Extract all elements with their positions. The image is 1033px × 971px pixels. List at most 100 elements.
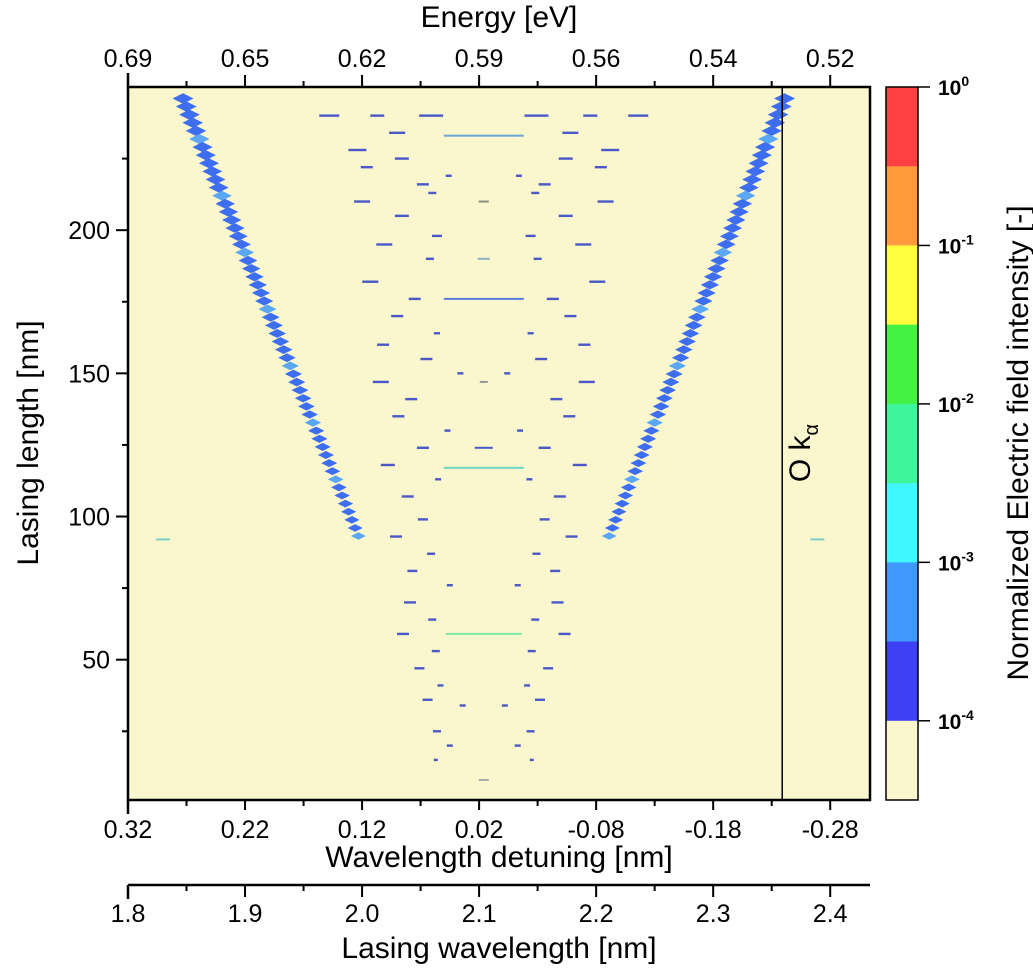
interior-peak (534, 698, 545, 701)
right-arm-peak (608, 516, 624, 524)
interior-peak (394, 157, 409, 160)
interior-peak (558, 157, 573, 160)
right-arm-peak (649, 410, 667, 419)
interior-peak (589, 280, 606, 283)
colorbar-band (886, 562, 918, 643)
left-arm-peak (225, 223, 245, 233)
left-arm-peak (341, 507, 357, 516)
colorbar-band (886, 403, 918, 484)
right-arm-peak (713, 247, 733, 258)
right-arm-peak (630, 459, 647, 468)
left-arm-peak (288, 377, 306, 387)
interior-peak (433, 332, 440, 335)
central-line (445, 632, 522, 635)
interior-peak (526, 730, 535, 733)
left-arm-peak (347, 524, 363, 532)
left-arm-peak (294, 394, 312, 403)
left-arm-peak (281, 361, 299, 371)
left-arm-peak (258, 304, 277, 314)
right-arm-peak (617, 491, 634, 500)
right-arm-peak (620, 483, 637, 492)
right-arm-peak (745, 166, 766, 177)
plot-background (128, 87, 870, 800)
energy-tick-label: 0.69 (104, 45, 153, 73)
interior-peak (444, 429, 451, 432)
y-axis-title: Lasing length [nm] (12, 320, 45, 565)
colorbar-title: Normalized Electric field intensity [-] (1002, 205, 1033, 680)
left-arm-peak (350, 532, 366, 540)
left-arm-peak (337, 499, 354, 508)
right-arm-peak (665, 369, 683, 379)
right-arm-peak (738, 182, 759, 193)
annotation-subscript: α (801, 424, 823, 436)
right-arm-peak (611, 507, 627, 516)
interior-peak (538, 446, 551, 449)
interior-peak (564, 314, 577, 318)
right-arm-peak (655, 394, 673, 403)
right-arm-peak (770, 101, 792, 112)
right-arm-peak (691, 304, 710, 314)
left-arm-peak (241, 263, 261, 274)
left-arm-peak (208, 182, 229, 193)
interior-peak (389, 131, 406, 135)
right-arm-peak (742, 174, 763, 185)
wavelength-tick-label: 1.8 (111, 900, 146, 928)
left-arm-peak (215, 198, 236, 209)
wavelength-tick-label: 2.1 (462, 900, 497, 928)
right-arm-peak (703, 272, 723, 282)
right-arm-peak (646, 418, 663, 427)
interior-peak (459, 704, 466, 707)
left-arm-peak (248, 280, 267, 290)
left-arm-peak (179, 109, 200, 120)
left-arm-peak (324, 467, 341, 476)
interior-peak (432, 730, 441, 733)
colorbar-tick-label: 100 (938, 73, 969, 100)
right-arm-peak (684, 320, 703, 330)
right-arm-peak (601, 532, 617, 540)
interior-peak (575, 243, 592, 246)
left-arm-peak (327, 475, 344, 484)
left-arm-peak (198, 158, 220, 169)
interior-peak (390, 535, 403, 538)
x-tick-label: 0.12 (338, 816, 387, 844)
interior-peak (527, 332, 534, 335)
interior-peak (562, 131, 579, 135)
interior-peak (533, 257, 542, 261)
interior-peak (515, 174, 522, 177)
left-arm-peak (222, 215, 242, 225)
wavelength-tick-label: 2.3 (696, 900, 731, 928)
interior-peak (525, 234, 536, 238)
lasing-wavelength-axis-title: Lasing wavelength [nm] (341, 932, 656, 965)
colorbar-tick-base: 10 (938, 711, 961, 734)
interior-peak (391, 314, 404, 318)
interior-peak (348, 148, 367, 152)
left-arm-peak (185, 125, 207, 137)
interior-peak (377, 343, 390, 346)
right-arm-peak (774, 93, 796, 104)
interior-peak (539, 518, 550, 521)
right-arm-peak (627, 467, 644, 476)
interior-peak (360, 165, 373, 169)
right-arm-peak (652, 402, 670, 411)
left-arm-peak (218, 207, 239, 217)
interior-peak (501, 704, 508, 707)
colorbar-tick-exponent: 0 (961, 73, 969, 89)
energy-tick-label: 0.65 (221, 45, 270, 73)
colorbar-band (886, 166, 918, 246)
interior-peak (531, 191, 540, 195)
interior-peak (558, 632, 571, 636)
interior-peak (425, 257, 434, 261)
right-arm-peak (707, 263, 726, 274)
interior-peak (538, 183, 551, 186)
interior-peak (529, 758, 534, 762)
interior-peak (597, 200, 614, 203)
colorbar-band (886, 245, 918, 326)
right-arm-peak (614, 499, 630, 508)
left-arm-peak (245, 272, 264, 282)
wavelength-tick-label: 1.9 (228, 900, 263, 928)
right-arm-peak (732, 198, 753, 209)
interior-peak (392, 415, 405, 418)
energy-tick-label: 0.59 (455, 45, 504, 73)
left-arm-peak (255, 296, 274, 306)
interior-peak (354, 200, 371, 203)
